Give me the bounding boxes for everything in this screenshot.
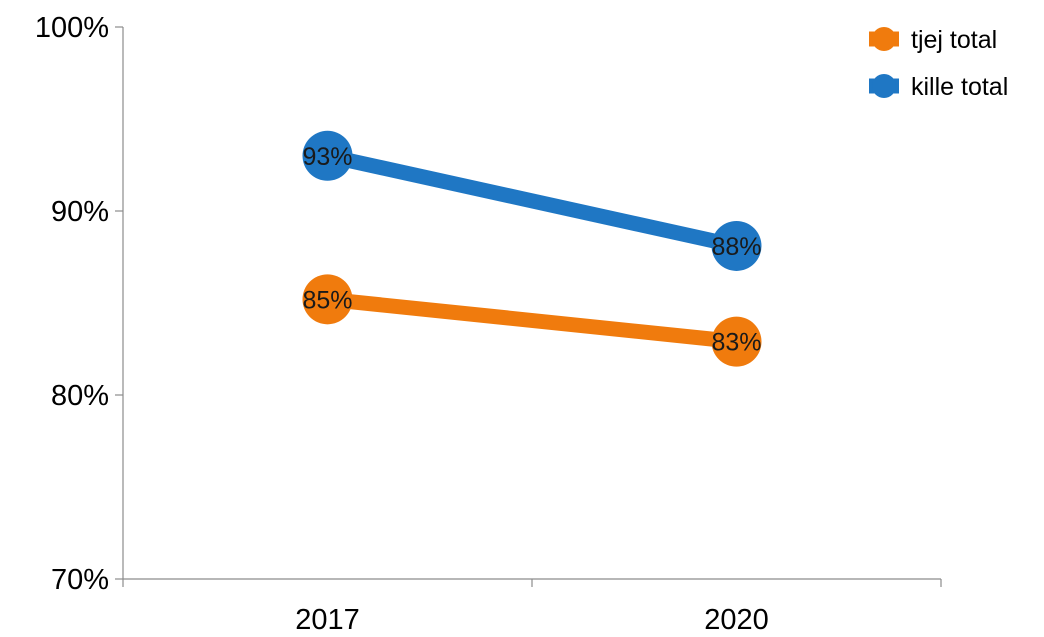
series-tjej-total: 85% 83% — [302, 274, 762, 367]
chart-axes — [122, 27, 941, 580]
x-tick-label: 2020 — [704, 604, 769, 636]
data-label: 85% — [302, 286, 352, 314]
y-tick-label: 90% — [51, 196, 109, 228]
series-line — [326, 291, 738, 350]
legend-label: tjej total — [911, 26, 997, 54]
series-layer: 85% 83% 93% 88% — [302, 130, 762, 367]
data-point — [711, 220, 762, 271]
data-point — [302, 274, 353, 325]
data-label: 93% — [302, 143, 352, 171]
y-tick-label: 70% — [51, 564, 109, 596]
legend: tjej total kille total — [869, 26, 1008, 101]
x-tick-label: 2017 — [295, 604, 360, 636]
legend-item: kille total — [869, 73, 1008, 101]
y-tick-label: 100% — [35, 12, 109, 44]
y-axis-ticks: 70% 80% 90% 100% — [35, 12, 123, 596]
legend-label: kille total — [911, 73, 1008, 101]
series-kille-total: 93% 88% — [302, 130, 762, 271]
data-label: 83% — [711, 329, 761, 357]
data-point — [302, 130, 353, 181]
legend-marker — [872, 74, 896, 98]
y-tick-label: 80% — [51, 380, 109, 412]
data-label: 88% — [711, 233, 761, 261]
legend-marker — [872, 27, 896, 51]
x-axis-ticks: 2017 2020 — [122, 579, 942, 636]
series-line — [325, 148, 739, 254]
legend-item: tjej total — [869, 26, 997, 54]
data-point — [711, 316, 762, 367]
